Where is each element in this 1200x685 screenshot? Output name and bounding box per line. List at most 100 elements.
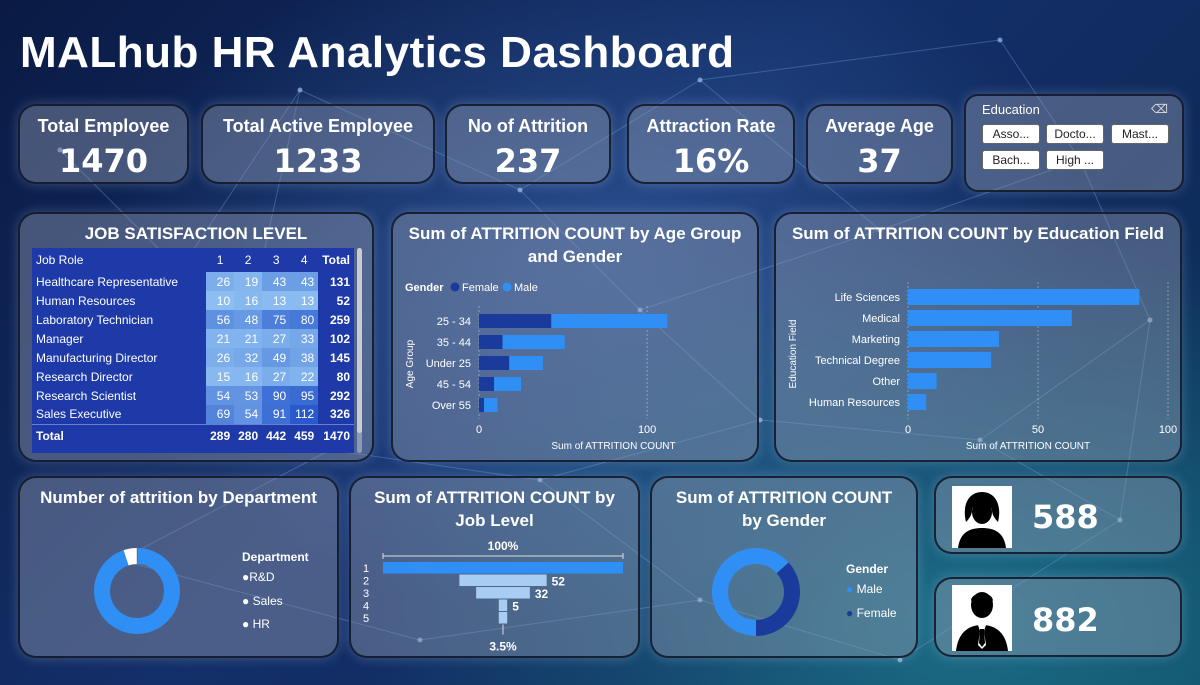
kpi-label: Total Employee bbox=[37, 116, 170, 136]
table-cell: 80 bbox=[336, 369, 350, 384]
legend-item-male[interactable]: ● Male bbox=[846, 582, 883, 596]
table-row[interactable]: Sales Executive 69 54 91 112 326 bbox=[32, 405, 354, 424]
male-count-value: 882 bbox=[1032, 601, 1099, 639]
card-title: Number of attrition by Department bbox=[40, 488, 317, 507]
slicer-option[interactable]: Mast... bbox=[1111, 124, 1169, 144]
category-label: 45 - 54 bbox=[437, 379, 471, 391]
tick-label: 100 bbox=[1159, 424, 1177, 436]
scrollbar-thumb[interactable] bbox=[357, 248, 362, 433]
table-row[interactable]: Research Scientist 54 53 90 95 292 bbox=[32, 386, 354, 405]
funnel-bar[interactable] bbox=[498, 599, 508, 612]
category-label: 5 bbox=[363, 613, 369, 625]
slicer-option[interactable]: High ... bbox=[1046, 150, 1104, 170]
table-cell: 145 bbox=[329, 350, 350, 365]
legend-item[interactable]: Female bbox=[462, 282, 499, 294]
bar-female[interactable] bbox=[479, 356, 510, 370]
table-scrollbar[interactable] bbox=[357, 248, 362, 453]
legend-label: R&D bbox=[249, 570, 275, 584]
bar-male[interactable] bbox=[484, 398, 498, 412]
data-label: 32 bbox=[535, 587, 549, 601]
age-group-chart-card: Sum of ATTRITION COUNT by Age Group and … bbox=[391, 212, 759, 462]
bar-female[interactable] bbox=[479, 398, 485, 412]
category-label: Over 55 bbox=[432, 400, 471, 412]
bar[interactable] bbox=[908, 352, 992, 368]
network-node bbox=[57, 147, 63, 153]
donut-slice[interactable] bbox=[756, 562, 800, 636]
table-header-row: Job Role 1 2 3 4 Total bbox=[32, 248, 354, 272]
bar-male[interactable] bbox=[502, 335, 565, 349]
table-cell: 26 bbox=[206, 272, 235, 291]
legend-item-rd[interactable]: ●R&D bbox=[242, 570, 275, 584]
bar-male[interactable] bbox=[494, 377, 522, 391]
column-header[interactable]: 2 bbox=[244, 253, 252, 267]
eraser-icon[interactable]: ⌫ bbox=[1151, 102, 1168, 116]
donut-slice[interactable] bbox=[712, 548, 789, 636]
category-label: Other bbox=[872, 376, 900, 388]
category-label: Life Sciences bbox=[835, 292, 901, 304]
bar-male[interactable] bbox=[509, 356, 543, 370]
network-node bbox=[517, 187, 523, 193]
table-cell: 80 bbox=[290, 310, 319, 329]
category-label: 1 bbox=[363, 563, 369, 575]
card-title: Sum of ATTRITION COUNT by Education Fiel… bbox=[791, 224, 1165, 243]
donut-slice[interactable] bbox=[120, 548, 180, 634]
job-level-funnel-chart: 100%12 523 324 553.5% bbox=[363, 539, 624, 654]
table-cell: 90 bbox=[262, 386, 291, 405]
slicer-option[interactable]: Asso... bbox=[982, 124, 1040, 144]
table-row[interactable]: Healthcare Representative 26 19 43 43 131 bbox=[32, 272, 354, 291]
category-label: Marketing bbox=[852, 334, 900, 346]
funnel-bar[interactable] bbox=[459, 574, 547, 587]
column-header[interactable]: 1 bbox=[216, 253, 224, 267]
bar-male[interactable] bbox=[551, 314, 668, 328]
legend-label: HR bbox=[252, 617, 270, 631]
table-row[interactable]: Laboratory Technician 56 48 75 80 259 bbox=[32, 310, 354, 329]
tick-label: 100 bbox=[638, 424, 656, 436]
donut-slice[interactable] bbox=[123, 548, 137, 566]
legend-item-female[interactable]: ● Female bbox=[846, 606, 897, 620]
education-slicer: Education ⌫ Asso... Docto... Mast... Bac… bbox=[964, 94, 1184, 192]
column-header[interactable]: 4 bbox=[300, 253, 308, 267]
department-donut-chart bbox=[94, 548, 180, 634]
column-header[interactable]: Total bbox=[322, 253, 350, 267]
bar[interactable] bbox=[908, 331, 999, 347]
job-satisfaction-table: Job Role 1 2 3 4 Total Healthcare Repres… bbox=[32, 248, 354, 453]
funnel-bar[interactable] bbox=[476, 587, 530, 599]
table-cell: 102 bbox=[329, 331, 350, 346]
kpi-label: No of Attrition bbox=[467, 116, 589, 136]
bar[interactable] bbox=[908, 310, 1072, 326]
column-header[interactable]: Job Role bbox=[36, 253, 84, 267]
bar-female[interactable] bbox=[479, 377, 495, 391]
table-cell: 26 bbox=[206, 348, 235, 367]
legend-item-sales[interactable]: ● Sales bbox=[242, 594, 283, 608]
bar[interactable] bbox=[908, 394, 927, 410]
legend-item[interactable]: Male bbox=[514, 282, 538, 294]
job-role-cell: Sales Executive bbox=[36, 407, 122, 422]
gender-donut-card: Sum of ATTRITION COUNT by Gender Gender … bbox=[650, 476, 918, 658]
legend-item-hr[interactable]: ● HR bbox=[242, 617, 270, 631]
table-row[interactable]: Research Director 15 16 27 22 80 bbox=[32, 367, 354, 386]
slicer-option[interactable]: Docto... bbox=[1046, 124, 1104, 144]
table-cell: 91 bbox=[262, 405, 291, 424]
female-count-value: 588 bbox=[1032, 498, 1099, 536]
table-row[interactable]: Manufacturing Director 26 32 49 38 145 bbox=[32, 348, 354, 367]
bar[interactable] bbox=[908, 373, 937, 389]
table-cell: 54 bbox=[206, 386, 235, 405]
kpi-value: 16% bbox=[672, 142, 750, 180]
network-node bbox=[697, 77, 703, 83]
bar-female[interactable] bbox=[479, 335, 503, 349]
funnel-bar[interactable] bbox=[383, 562, 623, 574]
category-label: 2 bbox=[363, 576, 369, 588]
bar[interactable] bbox=[908, 289, 1140, 305]
table-cell: 259 bbox=[329, 312, 350, 327]
slicer-option[interactable]: Bach... bbox=[982, 150, 1040, 170]
bar-female[interactable] bbox=[479, 314, 552, 328]
network-line bbox=[759, 419, 981, 441]
funnel-bar[interactable] bbox=[498, 612, 508, 624]
table-cell: 13 bbox=[290, 291, 319, 310]
table-row[interactable]: Human Resources 10 16 13 13 52 bbox=[32, 291, 354, 310]
table-row[interactable]: Manager 21 21 27 33 102 bbox=[32, 329, 354, 348]
legend-label: Sales bbox=[252, 594, 283, 608]
network-node bbox=[877, 227, 883, 233]
column-header[interactable]: 3 bbox=[272, 253, 280, 267]
donut-slice[interactable] bbox=[94, 550, 129, 631]
